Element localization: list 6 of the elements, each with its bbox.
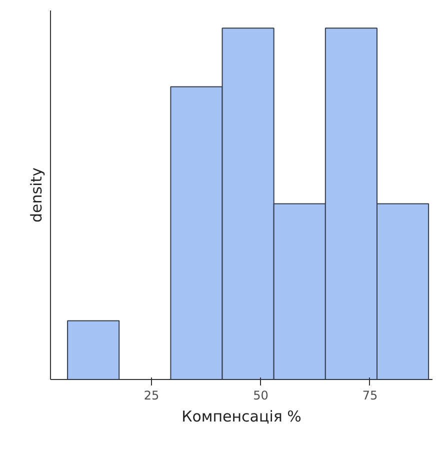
x-tick-label: 25: [144, 388, 160, 402]
x-tick-label: 50: [253, 388, 268, 402]
y-axis-title: density: [28, 167, 46, 222]
bar: [67, 320, 120, 380]
x-tick-label: 75: [362, 388, 378, 402]
x-axis-title: Компенсація %: [182, 408, 302, 426]
